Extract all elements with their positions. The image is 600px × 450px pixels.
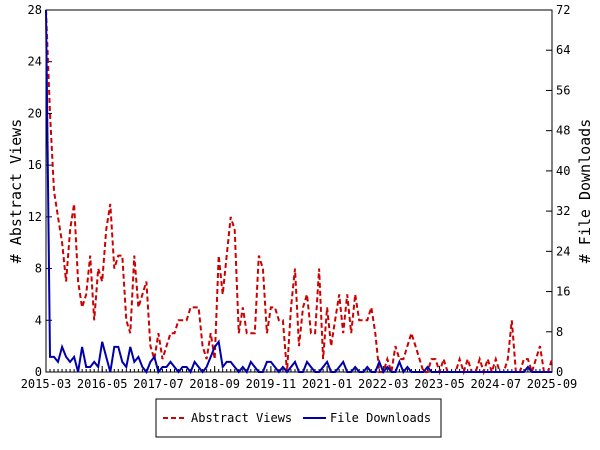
series-line-file-downloads xyxy=(45,9,552,375)
series-line-abstract-views xyxy=(45,9,553,376)
x-tick-label: 2023-05 xyxy=(414,377,465,391)
left-y-tick-label: 16 xyxy=(28,158,42,172)
right-y-tick-label: 72 xyxy=(556,3,570,17)
right-axis-title: # File Downloads xyxy=(576,119,594,264)
left-y-tick-label: 0 xyxy=(35,365,42,379)
left-y-tick-label: 8 xyxy=(35,262,42,276)
left-y-tick-label: 24 xyxy=(28,55,42,69)
x-tick-label: 2016-05 xyxy=(77,377,128,391)
right-y-tick-label: 8 xyxy=(556,325,563,339)
left-y-tick-label: 28 xyxy=(28,3,42,17)
right-y-tick-label: 64 xyxy=(556,43,570,57)
series-layer xyxy=(45,9,553,376)
legend-box xyxy=(155,398,442,438)
x-tick-label: 2017-07 xyxy=(133,377,184,391)
plot-area xyxy=(45,9,553,373)
x-tick-label: 2019-11 xyxy=(246,377,297,391)
x-axis: 2015-03 2016-05 2017-07 2018-09 2019-11 2021-… xyxy=(21,366,578,391)
legend-label-file-downloads: File Downloads xyxy=(330,411,431,425)
left-y-tick-label: 12 xyxy=(28,210,42,224)
left-axis-title: # Abstract Views xyxy=(7,119,25,264)
right-y-tick-label: 16 xyxy=(556,285,570,299)
right-y-tick-label: 40 xyxy=(556,164,570,178)
x-tick-label: 2025-09 xyxy=(527,377,578,391)
x-tick-label: 2015-03 xyxy=(21,377,72,391)
x-tick-label: 2018-09 xyxy=(189,377,240,391)
x-tick-label: 2022-03 xyxy=(358,377,409,391)
x-tick-label: 2021-01 xyxy=(302,377,353,391)
legend-label-abstract-views: Abstract Views xyxy=(191,411,292,425)
left-y-tick-label: 20 xyxy=(28,106,42,120)
right-y-tick-label: 0 xyxy=(556,365,563,379)
right-y-axis: 0 8 16 24 32 40 48 56 64 72 xyxy=(546,3,570,379)
legend: Abstract Views File Downloads xyxy=(155,398,442,438)
right-y-tick-label: 56 xyxy=(556,83,570,97)
left-y-tick-label: 4 xyxy=(35,313,42,327)
right-y-tick-label: 24 xyxy=(556,244,570,258)
right-y-tick-label: 48 xyxy=(556,124,570,138)
right-y-tick-label: 32 xyxy=(556,204,570,218)
left-y-axis: 0 4 8 12 16 20 24 28 xyxy=(28,3,52,379)
x-tick-label: 2024-07 xyxy=(470,377,521,391)
